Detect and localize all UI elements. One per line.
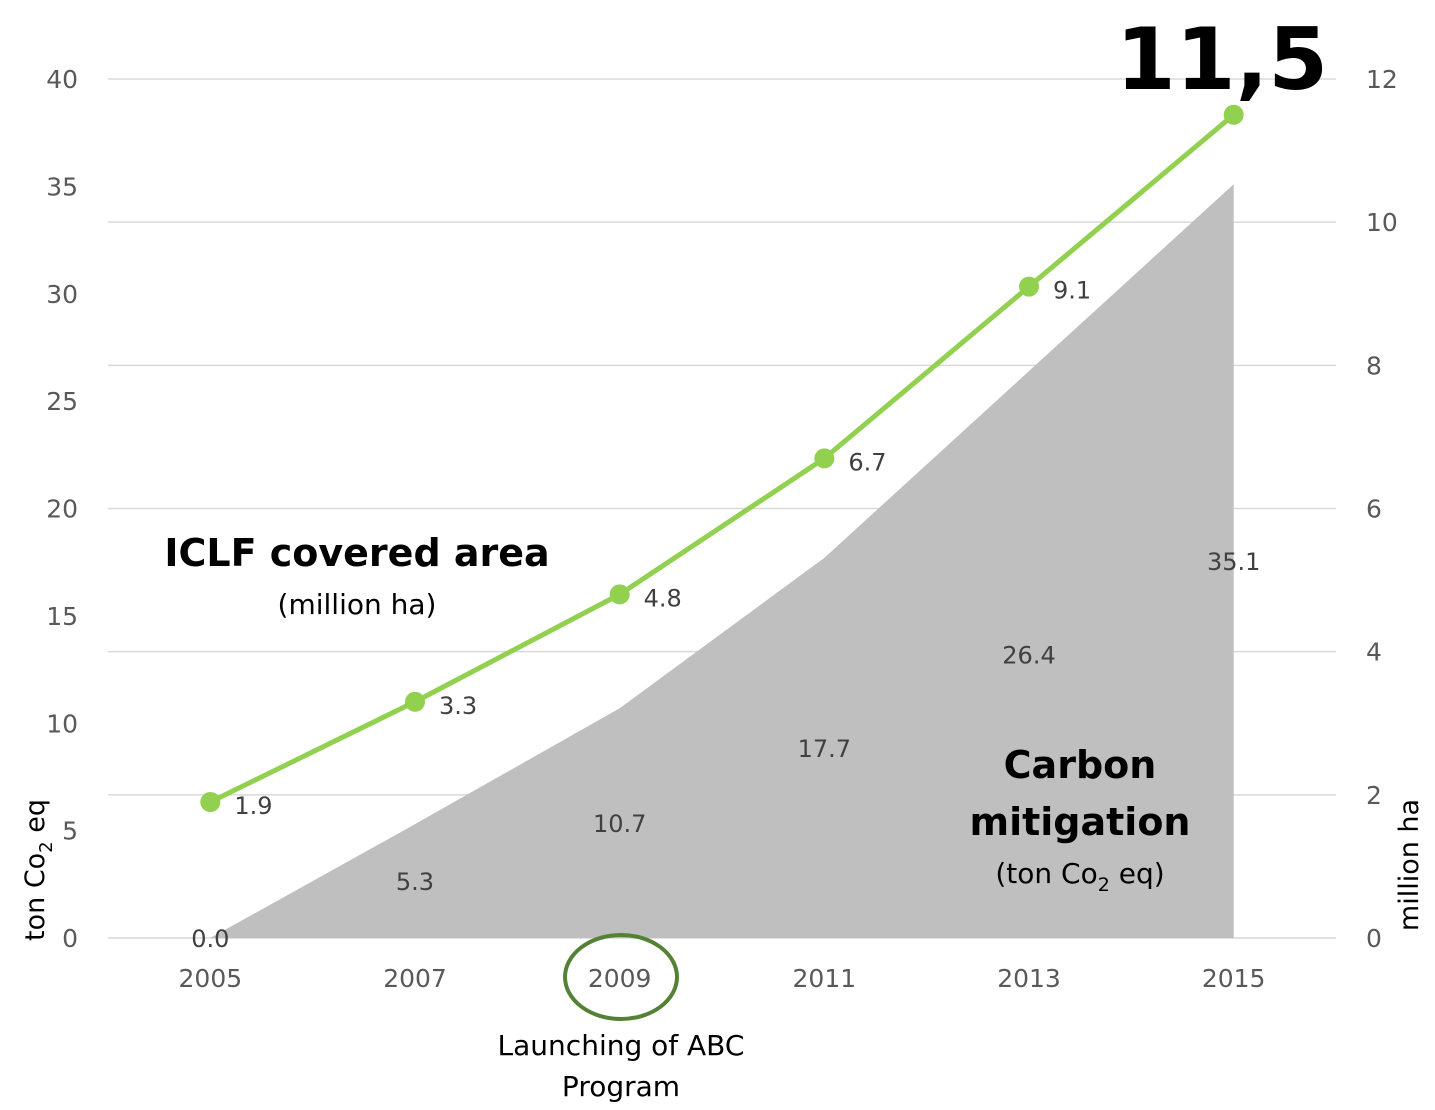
y-left-axis-title-sub: 2 — [36, 841, 57, 852]
y-left-tick-label: 0 — [62, 924, 78, 953]
area-series-title-line2: mitigation — [969, 800, 1190, 844]
line-data-label: 1.9 — [234, 792, 272, 820]
x-tick-label: 2011 — [793, 964, 857, 993]
highlight-circle — [563, 933, 679, 1021]
y-right-tick-label: 10 — [1366, 208, 1398, 237]
y-left-tick-label: 15 — [46, 602, 78, 631]
iclf-line-point — [1223, 104, 1244, 125]
x-tick-label: 2015 — [1202, 964, 1266, 993]
y-left-tick-label: 5 — [62, 817, 78, 846]
area-series-subtitle-sub: 2 — [1098, 874, 1110, 896]
y-left-tick-label: 25 — [46, 387, 78, 416]
y-left-axis-title: ton Co2 eq — [20, 799, 57, 941]
highlight-note-line2: Program — [562, 1070, 680, 1103]
line-series-title: ICLF covered area — [164, 531, 549, 575]
iclf-line-point — [1019, 276, 1039, 297]
area-series-title-line1: Carbon — [1004, 743, 1157, 787]
iclf-line-point — [814, 448, 835, 469]
y-right-tick-label: 8 — [1366, 351, 1382, 380]
area-data-label: 0.0 — [191, 925, 229, 953]
line-data-label: 4.8 — [644, 584, 682, 612]
carbon-area-fill — [210, 184, 1234, 939]
area-data-label: 17.7 — [798, 735, 851, 763]
x-tick-label: 2013 — [997, 964, 1061, 993]
area-series-subtitle-main: (ton Co — [995, 857, 1097, 890]
y-left-tick-label: 10 — [46, 709, 78, 738]
line-series-subtitle: (million ha) — [278, 588, 437, 621]
highlight-note-line1: Launching of ABC — [498, 1029, 745, 1062]
area-series-subtitle-end: eq) — [1110, 857, 1165, 890]
y-right-tick-label: 12 — [1366, 65, 1398, 94]
iclf-line-point — [609, 584, 630, 605]
area-data-label: 26.4 — [1002, 642, 1055, 670]
y-right-tick-label: 2 — [1366, 781, 1382, 810]
iclf-line-point — [405, 691, 425, 712]
y-left-tick-label: 35 — [46, 172, 78, 201]
axes: 0 5 10 15 20 25 30 35 40 0 2 4 6 8 10 12 2005 2007 2009 201… — [46, 65, 1398, 993]
iclf-line-point — [200, 791, 221, 812]
data-labels: 0.0 5.3 10.7 17.7 26.4 35.1 1.9 3.3 4.8 6.7 9.1 — [191, 277, 1260, 953]
y-right-tick-label: 4 — [1366, 638, 1382, 667]
y-left-tick-label: 40 — [46, 65, 78, 94]
carbon-area-series — [210, 184, 1234, 939]
line-data-label: 9.1 — [1053, 277, 1091, 305]
iclf-line-path — [209, 112, 1236, 805]
area-data-label: 5.3 — [396, 868, 434, 896]
x-tick-label: 2009 — [588, 964, 652, 993]
y-left-axis-title-end: eq — [20, 799, 51, 841]
y-left-tick-label: 30 — [46, 280, 78, 309]
area-data-label: 35.1 — [1207, 548, 1260, 576]
iclf-line-series — [200, 104, 1244, 812]
y-left-axis-title-main: ton Co — [20, 853, 51, 941]
headline-value: 11,5 — [1116, 10, 1328, 110]
y-right-tick-label: 0 — [1366, 924, 1382, 953]
line-data-label: 3.3 — [439, 692, 477, 720]
line-data-label: 6.7 — [848, 448, 886, 476]
area-series-subtitle: (ton Co2 eq) — [995, 857, 1164, 896]
y-left-tick-label: 20 — [46, 495, 78, 524]
y-right-tick-label: 6 — [1366, 495, 1382, 524]
y-right-axis-title: million ha — [1394, 799, 1425, 931]
area-data-label: 10.7 — [593, 810, 646, 838]
x-tick-label: 2005 — [179, 964, 243, 993]
x-tick-label: 2007 — [383, 964, 447, 993]
